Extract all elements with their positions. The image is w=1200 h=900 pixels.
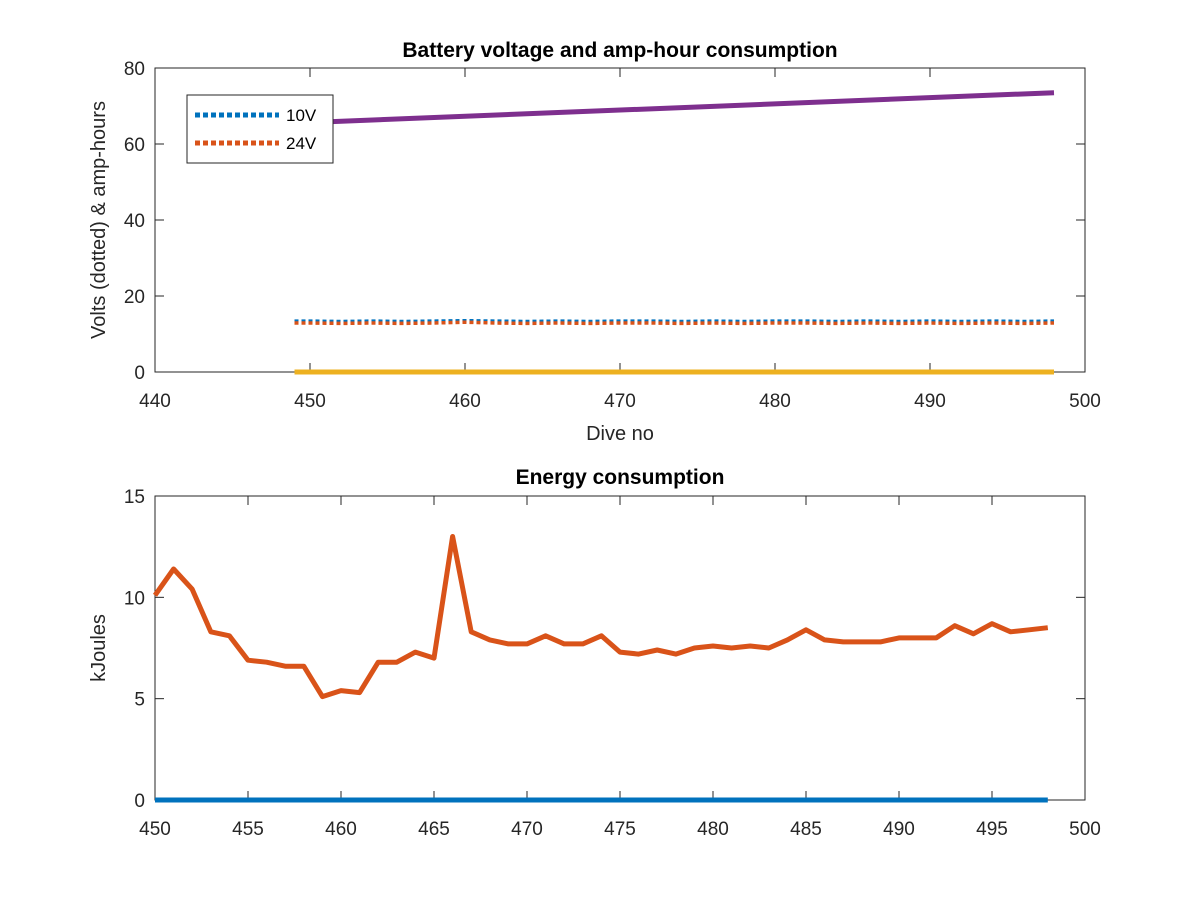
y-tick-label: 10 [124,588,145,609]
y-tick-label: 40 [124,211,145,232]
y-tick-label: 20 [124,287,145,308]
y-axis-label: Volts (dotted) & amp-hours [88,101,110,339]
x-tick-label: 455 [232,819,264,840]
chart-title: Battery voltage and amp-hour consumption [402,39,837,62]
y-tick-label: 0 [134,791,145,812]
y-tick-label: 60 [124,135,145,156]
x-tick-label: 475 [604,819,636,840]
x-tick-label: 450 [139,819,171,840]
x-axis-label: Dive no [586,423,654,445]
x-tick-label: 500 [1069,391,1101,412]
series-line-1 [294,320,1055,326]
x-tick-label: 480 [759,391,791,412]
x-tick-label: 440 [139,391,171,412]
x-tick-label: 470 [511,819,543,840]
x-tick-label: 460 [325,819,357,840]
x-tick-label: 490 [914,391,946,412]
x-tick-label: 460 [449,391,481,412]
legend-label: 10V [286,106,317,125]
series-line-2 [294,90,1055,126]
x-tick-label: 485 [790,819,822,840]
y-tick-label: 0 [134,363,145,384]
y-axis-label: kJoules [88,614,110,682]
x-tick-label: 480 [697,819,729,840]
chart-battery-voltage: 440 450 460 470 480 490 500 0 20 40 60 80 Battery vo… [88,39,1101,445]
y-tick-label: 15 [124,487,145,508]
y-tick-label: 5 [134,690,145,711]
legend-label: 24V [286,134,317,153]
series-line-0 [294,318,1055,324]
x-tick-label: 450 [294,391,326,412]
chart-energy-consumption: 450 455 460 465 470 475 480 485 490 495 500 0 5 10 15 E… [88,466,1101,840]
x-tick-label: 495 [976,819,1008,840]
x-tick-label: 465 [418,819,450,840]
x-tick-label: 470 [604,391,636,412]
x-tick-label: 490 [883,819,915,840]
series-line-0 [152,534,1049,700]
chart-title: Energy consumption [516,466,725,489]
legend-box [186,94,334,164]
y-tick-label: 80 [124,59,145,80]
x-tick-label: 500 [1069,819,1101,840]
